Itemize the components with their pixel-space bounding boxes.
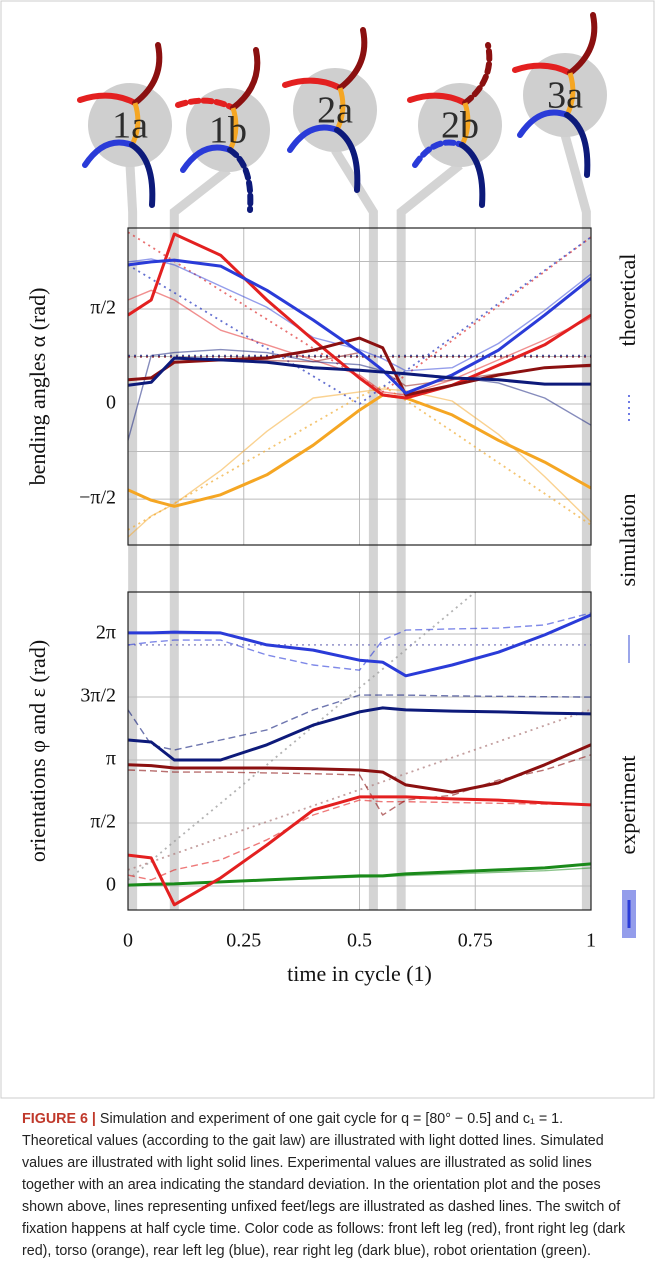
- pose-rear-leg: [412, 139, 465, 168]
- y-tick-label: −π/2: [79, 487, 116, 509]
- series-line: [128, 388, 591, 538]
- pose-label: 2a: [317, 90, 353, 132]
- series-group: [128, 231, 591, 538]
- pose-label: 1a: [112, 105, 148, 147]
- x-tick-label: 0.75: [458, 930, 493, 952]
- series-line: [128, 336, 591, 397]
- pose-torso: [334, 87, 346, 132]
- pose-rear-leg: [517, 109, 570, 138]
- x-tick-label: 0.25: [226, 930, 261, 952]
- pose-torso: [459, 102, 471, 147]
- series-line: [128, 356, 591, 387]
- figure-border: [0, 0, 655, 1099]
- pose-time-bar: [125, 164, 138, 910]
- pose-rear-leg: [287, 124, 340, 153]
- series-line: [128, 799, 591, 881]
- x-axis-label: time in cycle (1): [287, 961, 432, 986]
- plot: 0 π/2 π 3π/2 2π 0 0.25 0.5 0.75 1 time in cycle (1…: [25, 591, 596, 986]
- series-group: [128, 592, 591, 907]
- plot-frame: [127, 227, 592, 546]
- y-tick-label: π/2: [90, 811, 116, 833]
- y-tick-label: π: [106, 748, 116, 770]
- y-tick-label: 2π: [96, 622, 116, 644]
- legend-label: experiment: [615, 756, 640, 855]
- pose-torso: [129, 102, 141, 147]
- plot: −π/2 0 π/2 bending angles α (rad): [25, 227, 592, 546]
- series-line: [128, 348, 591, 441]
- series-line: [128, 232, 591, 400]
- pose-front-leg: [175, 97, 236, 111]
- pose-front-leg: [282, 77, 343, 91]
- series-line: [128, 289, 591, 396]
- y-tick-label: 0: [106, 874, 116, 896]
- pose-rear-leg: [227, 147, 254, 213]
- pose-rear-leg: [334, 127, 361, 193]
- pose-bars: [125, 133, 591, 910]
- figure: 1a 1b 2a 2b 3a −π/2 0 π/2 bending angles α (rad…: [0, 0, 655, 1099]
- series-line: [128, 592, 477, 881]
- series-line: [128, 258, 591, 372]
- pose-torso: [227, 107, 239, 152]
- pose-time-bar: [560, 133, 591, 910]
- plots: −π/2 0 π/2 bending angles α (rad) 0 π/2 π 3π/2 2…: [25, 227, 596, 986]
- x-tick-label: 1: [586, 930, 596, 952]
- legend: theoretical simulation experiment: [615, 254, 640, 938]
- series-line: [128, 258, 591, 395]
- y-axis-label: orientations φ and ε (rad): [25, 640, 50, 862]
- pose-front-leg: [567, 12, 598, 76]
- pose-front-leg: [462, 42, 493, 106]
- pose-rear-leg: [564, 112, 591, 178]
- caption-label: FIGURE 6 |: [22, 1111, 96, 1127]
- pose-time-bar: [396, 161, 463, 910]
- series-line: [128, 708, 591, 871]
- legend-label: simulation: [615, 494, 640, 587]
- pose-label: 3a: [547, 75, 583, 117]
- y-tick-label: 3π/2: [80, 685, 116, 707]
- pose-label: 1b: [209, 110, 247, 152]
- x-tick-label: 0: [123, 930, 133, 952]
- series-line: [128, 694, 591, 751]
- series-line: [128, 706, 591, 762]
- pose-time-bar: [169, 166, 231, 910]
- series-line: [128, 612, 591, 671]
- series-line: [128, 236, 591, 405]
- poses: 1a 1b 2a 2b 3a: [77, 12, 607, 213]
- y-axis-label: bending angles α (rad): [25, 288, 50, 486]
- pose-rear-leg: [129, 142, 156, 208]
- series-line: [128, 754, 591, 816]
- pose-front-leg: [230, 47, 261, 111]
- x-tick-label: 0.5: [347, 930, 372, 952]
- pose-torso: [564, 72, 576, 117]
- pose-rear-leg: [459, 142, 486, 208]
- y-tick-label: π/2: [90, 297, 116, 319]
- y-tick-label: 0: [106, 392, 116, 414]
- pose-front-leg: [407, 92, 468, 106]
- pose-front-leg: [77, 92, 138, 106]
- caption: FIGURE 6 | Simulation and experiment of …: [22, 1108, 634, 1262]
- series-line: [128, 613, 591, 678]
- series-line: [128, 743, 591, 794]
- legend-label: theoretical: [615, 254, 640, 347]
- pose-front-leg: [132, 42, 163, 106]
- plot-frame: [127, 591, 592, 911]
- pose-rear-leg: [82, 139, 135, 168]
- pose-rear-leg: [180, 144, 233, 173]
- series-line: [128, 862, 591, 887]
- pose-front-leg: [512, 62, 573, 76]
- series-line: [128, 393, 591, 508]
- series-line: [128, 795, 591, 907]
- pose-label: 2b: [441, 105, 479, 147]
- pose-front-leg: [337, 27, 368, 91]
- caption-text: Simulation and experiment of one gait cy…: [22, 1111, 626, 1259]
